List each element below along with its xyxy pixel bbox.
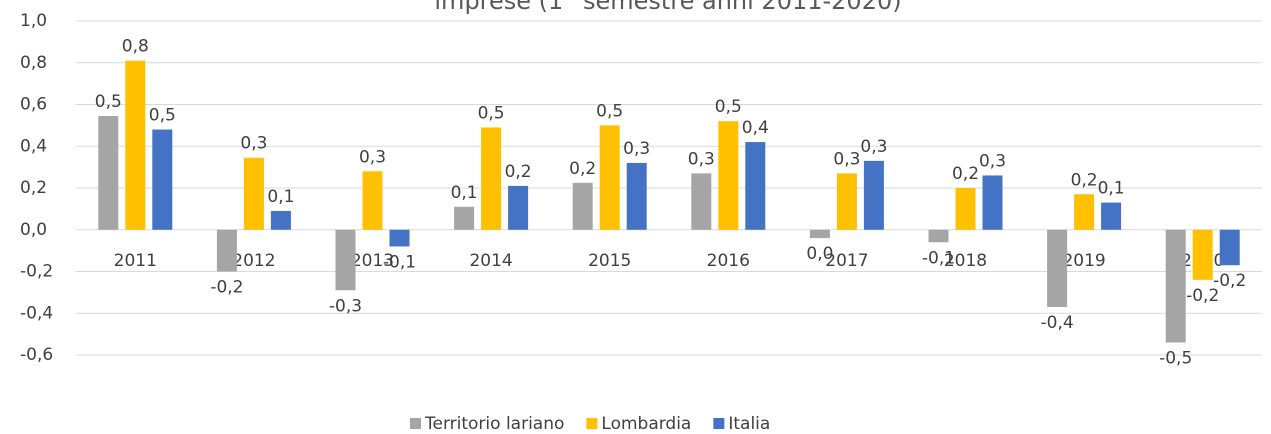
y-tick-label: 1,0 — [20, 11, 47, 31]
y-tick-label: 0,6 — [20, 95, 47, 115]
data-label: 0,3 — [623, 139, 650, 159]
bar — [928, 229, 949, 243]
x-tick-label: 2013 — [351, 251, 394, 271]
legend-swatch — [713, 418, 725, 429]
bar — [691, 173, 712, 230]
data-label: 0,5 — [95, 92, 122, 112]
bar — [626, 162, 647, 230]
bar — [454, 206, 475, 230]
bar — [718, 121, 739, 230]
data-label: -0,3 — [329, 296, 362, 316]
bar — [125, 60, 146, 230]
data-label: -0,2 — [210, 278, 243, 298]
data-label: 0,3 — [688, 149, 715, 169]
x-tick-label: 2012 — [232, 251, 275, 271]
bar — [1074, 194, 1095, 230]
bar — [955, 188, 976, 230]
y-tick-label: 0,4 — [20, 136, 47, 156]
y-tick-label: -0,4 — [20, 303, 53, 323]
data-label: 0,5 — [149, 106, 176, 126]
y-tick-label: 0,0 — [20, 220, 47, 240]
data-label: 0,1 — [1098, 179, 1125, 199]
legend-label: Italia — [728, 414, 770, 434]
data-label: 0,2 — [1071, 170, 1098, 190]
data-label: 0,5 — [478, 103, 505, 123]
data-label: 0,2 — [952, 164, 979, 184]
data-label: 0,3 — [833, 149, 860, 169]
data-label: -0,2 — [1213, 271, 1246, 291]
bar — [809, 229, 830, 239]
bar — [1192, 229, 1213, 280]
bar — [572, 182, 593, 230]
data-label: 0,0 — [806, 244, 833, 264]
bar — [389, 229, 410, 247]
bar — [1101, 202, 1122, 230]
x-tick-label: 2019 — [1062, 251, 1105, 271]
bar — [599, 125, 620, 230]
bar — [863, 160, 884, 230]
data-label: -0,1 — [922, 248, 955, 268]
x-tick-label: 2011 — [114, 251, 157, 271]
legend-swatch — [586, 418, 598, 429]
bar — [243, 157, 264, 230]
bar — [1219, 229, 1240, 266]
legend-label: Territorio lariano — [424, 414, 564, 434]
y-tick-label: -0,6 — [20, 345, 53, 365]
data-label: 0,3 — [979, 151, 1006, 171]
bar — [1165, 229, 1186, 343]
x-tick-label: 2018 — [944, 251, 987, 271]
x-tick-label: 2014 — [469, 251, 512, 271]
data-label: 0,1 — [451, 183, 478, 203]
x-tick-label: 2015 — [588, 251, 631, 271]
bar — [481, 127, 502, 230]
legend-label: Lombardia — [601, 414, 691, 434]
data-label: 0,1 — [267, 187, 294, 207]
bar — [362, 171, 383, 230]
legend-swatch — [410, 418, 421, 429]
bar — [836, 173, 857, 230]
x-tick-label: 2017 — [825, 251, 868, 271]
data-label: 0,3 — [860, 137, 887, 157]
y-tick-label: 0,2 — [20, 178, 47, 198]
bar — [508, 185, 529, 230]
data-label: 0,2 — [569, 159, 596, 179]
bar — [335, 229, 356, 291]
data-label: 0,3 — [240, 134, 267, 154]
bar — [152, 129, 173, 230]
bar — [216, 229, 237, 272]
bar — [982, 175, 1003, 230]
y-tick-label: -0,2 — [20, 262, 53, 282]
data-label: -0,1 — [383, 252, 416, 272]
data-label: 0,5 — [596, 101, 623, 121]
data-label: -0,2 — [1186, 286, 1219, 306]
data-label: 0,8 — [122, 37, 149, 57]
bar — [98, 115, 119, 230]
bar — [1047, 229, 1068, 307]
data-label: 0,5 — [715, 97, 742, 117]
y-tick-label: 0,8 — [20, 53, 47, 73]
chart-title: imprese (1° semestre anni 2011-2020) — [434, 0, 901, 15]
bar — [745, 142, 766, 230]
data-label: 0,2 — [505, 162, 532, 182]
data-label: -0,5 — [1159, 348, 1192, 368]
data-label: -0,4 — [1041, 313, 1074, 333]
data-label: 0,3 — [359, 147, 386, 167]
bar — [270, 210, 291, 230]
data-label: 0,4 — [742, 118, 769, 138]
x-tick-label: 2016 — [707, 251, 750, 271]
